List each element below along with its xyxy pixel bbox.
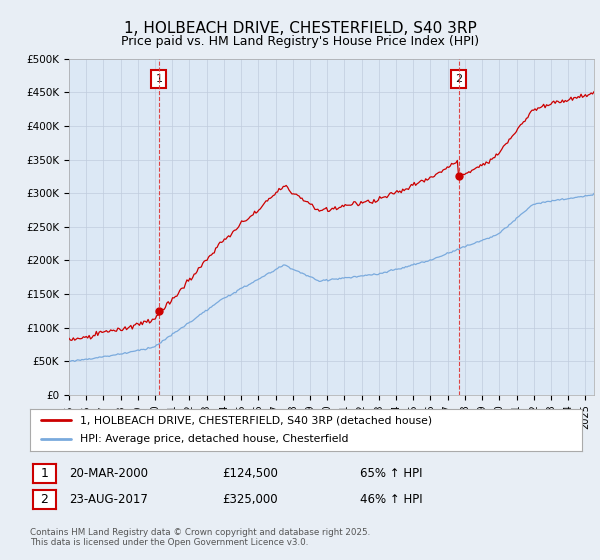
Text: 1, HOLBEACH DRIVE, CHESTERFIELD, S40 3RP (detached house): 1, HOLBEACH DRIVE, CHESTERFIELD, S40 3RP… (80, 415, 432, 425)
Text: £124,500: £124,500 (222, 466, 278, 480)
Text: Contains HM Land Registry data © Crown copyright and database right 2025.
This d: Contains HM Land Registry data © Crown c… (30, 528, 370, 547)
Text: HPI: Average price, detached house, Chesterfield: HPI: Average price, detached house, Ches… (80, 435, 348, 445)
Text: 65% ↑ HPI: 65% ↑ HPI (360, 466, 422, 480)
Text: 1: 1 (40, 466, 49, 480)
Text: 20-MAR-2000: 20-MAR-2000 (69, 466, 148, 480)
Text: 1: 1 (155, 74, 163, 84)
Text: 46% ↑ HPI: 46% ↑ HPI (360, 493, 422, 506)
Text: 1, HOLBEACH DRIVE, CHESTERFIELD, S40 3RP: 1, HOLBEACH DRIVE, CHESTERFIELD, S40 3RP (124, 21, 476, 36)
Text: Price paid vs. HM Land Registry's House Price Index (HPI): Price paid vs. HM Land Registry's House … (121, 35, 479, 48)
Text: 2: 2 (455, 74, 462, 84)
Text: 23-AUG-2017: 23-AUG-2017 (69, 493, 148, 506)
Text: 2: 2 (40, 493, 49, 506)
Text: £325,000: £325,000 (222, 493, 278, 506)
